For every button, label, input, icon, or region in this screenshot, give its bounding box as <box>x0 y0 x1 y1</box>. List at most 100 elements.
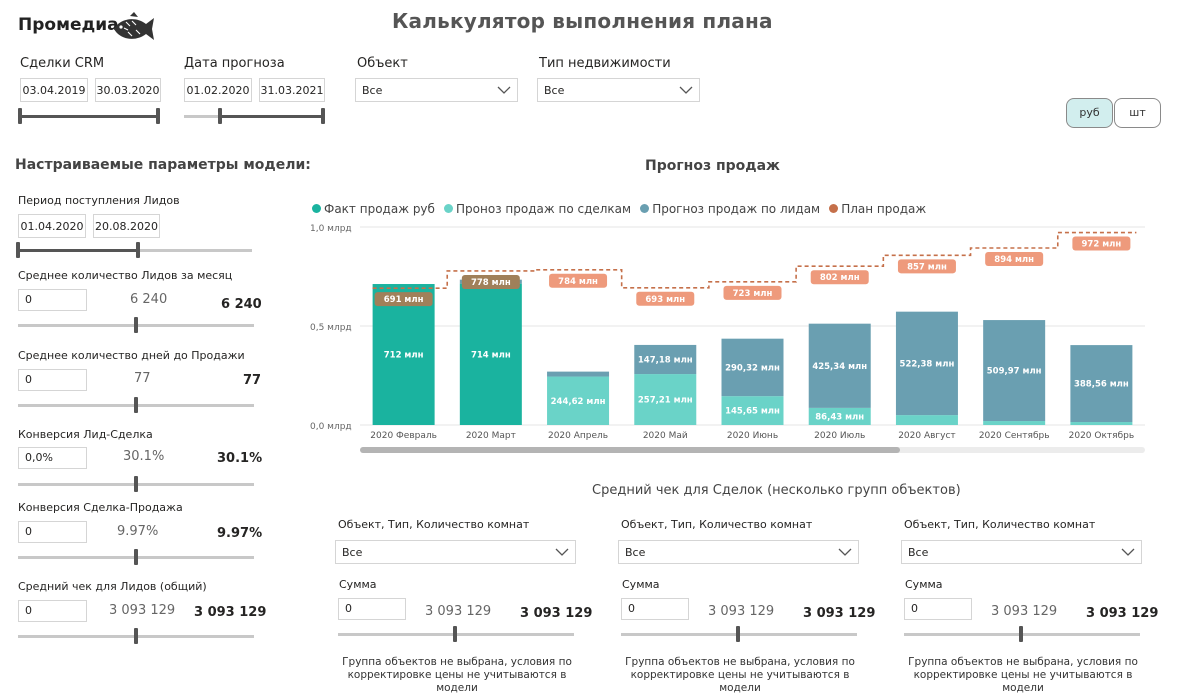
bar-data-label: 388,56 млн <box>1074 380 1129 390</box>
property-type-dropdown-value: Все <box>544 84 565 97</box>
y-tick-label: 0,5 млрд <box>310 323 352 333</box>
x-tick-label: 2020 Март <box>466 431 516 441</box>
group-sum-input[interactable]: 0 <box>338 598 406 620</box>
param-label-avg-check-leads: Средний чек для Лидов (общий) <box>18 580 207 593</box>
group-filter-label: Объект, Тип, Количество комнат <box>621 518 813 531</box>
bar-data-label: 145,65 млн <box>725 407 780 417</box>
group-sum-input[interactable]: 0 <box>621 598 689 620</box>
group-filter-label: Объект, Тип, Количество комнат <box>904 518 1096 531</box>
avg-check-title: Средний чек для Сделок (несколько групп … <box>592 483 961 498</box>
param-slider-handle-days-to-sale[interactable] <box>134 397 138 413</box>
group-filter-dropdown[interactable]: Все <box>618 540 859 564</box>
plan-data-label: 802 млн <box>820 273 860 283</box>
deals-crm-label: Сделки CRM <box>20 56 105 71</box>
forecast-date-slider-end-handle[interactable] <box>321 108 325 124</box>
chevron-down-icon <box>1121 548 1135 556</box>
lead-period-to-input[interactable]: 20.08.2020 <box>93 214 160 238</box>
chart-scrollbar-thumb[interactable] <box>360 447 900 453</box>
pcs-toggle-button[interactable]: шт <box>1114 98 1161 128</box>
param-slider-handle-leads-per-month[interactable] <box>134 317 138 333</box>
x-tick-label: 2020 Июль <box>814 431 865 441</box>
object-filter-label: Объект <box>357 56 408 71</box>
deals-crm-to-input[interactable]: 30.03.2020 <box>95 78 161 102</box>
group-sum-slider-handle[interactable] <box>1019 626 1023 642</box>
group-sum-label: Сумма <box>905 578 943 591</box>
bar-segment <box>895 311 958 416</box>
bar-segment <box>547 371 610 377</box>
rub-toggle-button[interactable]: руб <box>1066 98 1113 128</box>
forecast-date-to-input[interactable]: 31.03.2021 <box>259 78 325 102</box>
plan-label-bg <box>549 273 608 288</box>
bar-segment <box>808 407 871 425</box>
deals-crm-from-input[interactable]: 03.04.2019 <box>20 78 88 102</box>
bar-data-label: 290,32 млн <box>725 363 780 373</box>
param-value-leads-per-month: 6 240 <box>221 297 262 312</box>
group-sum-mid: 3 093 129 <box>708 604 775 619</box>
lead-period-from-input[interactable]: 01.04.2020 <box>18 214 86 238</box>
param-label-leads-per-month: Среднее количество Лидов за месяц <box>18 269 233 282</box>
x-tick-label: 2020 Май <box>643 431 688 441</box>
group-filter-dropdown[interactable]: Все <box>901 540 1142 564</box>
lead-period-slider-end-handle[interactable] <box>136 242 140 258</box>
plan-step-line <box>372 231 1137 289</box>
plan-label-bg <box>374 292 433 307</box>
property-type-label: Тип недвижимости <box>539 56 671 71</box>
group-sum-slider-handle[interactable] <box>736 626 740 642</box>
plan-label-bg <box>1072 236 1131 251</box>
forecast-date-from-input[interactable]: 01.02.2020 <box>184 78 252 102</box>
bar-segment <box>547 376 610 425</box>
legend-dot-icon <box>444 204 454 213</box>
bar-data-label: 425,34 млн <box>812 362 867 372</box>
group-sum-value: 3 093 129 <box>520 606 593 621</box>
group-sum-input[interactable]: 0 <box>904 598 972 620</box>
chevron-down-icon <box>838 548 852 556</box>
bar-segment <box>634 374 697 425</box>
group-filter-label: Объект, Тип, Количество комнат <box>338 518 530 531</box>
deals-crm-slider-track <box>20 115 160 118</box>
param-slider-handle-conv-deal-sale[interactable] <box>134 549 138 565</box>
param-slider-handle-avg-check-leads[interactable] <box>134 628 138 644</box>
param-input-conv-lead-deal[interactable]: 0,0% <box>18 447 87 469</box>
bar-segment <box>634 344 697 375</box>
group-filter-dropdown[interactable]: Все <box>335 540 576 564</box>
param-input-leads-per-month[interactable]: 0 <box>18 289 87 311</box>
param-value-conv-lead-deal: 30.1% <box>217 451 263 466</box>
param-slider-handle-conv-lead-deal[interactable] <box>134 476 138 492</box>
bar-data-label: 147,18 млн <box>638 356 693 366</box>
deals-crm-slider-start-handle[interactable] <box>18 108 22 124</box>
group-note: Группа объектов не выбрана, условия по к… <box>625 656 855 694</box>
forecast-date-slider-range <box>220 115 324 118</box>
bar-data-label: 522,38 млн <box>900 359 955 369</box>
bar-segment <box>808 323 871 408</box>
lead-period-slider-start-handle[interactable] <box>16 242 20 258</box>
property-type-dropdown[interactable]: Все <box>537 78 700 102</box>
param-input-avg-check-leads[interactable]: 0 <box>18 600 87 622</box>
group-sum-slider-handle[interactable] <box>453 626 457 642</box>
bar-segment <box>721 396 784 425</box>
param-input-conv-deal-sale[interactable]: 0 <box>18 521 87 543</box>
param-value-avg-check-leads: 3 093 129 <box>194 605 267 620</box>
param-input-days-to-sale[interactable]: 0 <box>18 369 87 391</box>
forecast-date-slider-start-handle[interactable] <box>218 108 222 124</box>
bar-segment <box>895 415 958 425</box>
bar-segment <box>1070 345 1133 423</box>
group-sum-value: 3 093 129 <box>803 606 876 621</box>
chevron-down-icon <box>679 86 693 94</box>
group-sum-label: Сумма <box>622 578 660 591</box>
deals-crm-slider-end-handle[interactable] <box>156 108 160 124</box>
plan-label-bg <box>461 274 520 289</box>
plan-label-bg <box>985 251 1044 266</box>
plan-data-label: 778 млн <box>471 278 511 288</box>
bar-segment <box>983 421 1046 425</box>
legend-dot-icon <box>312 204 321 213</box>
group-sum-mid: 3 093 129 <box>425 604 492 619</box>
group-note: Группа объектов не выбрана, условия по к… <box>908 656 1138 694</box>
y-tick-label: 1,0 млрд <box>310 224 352 234</box>
bar-segment <box>721 338 784 397</box>
param-value-conv-deal-sale: 9.97% <box>217 526 263 541</box>
group-filter-dropdown-value: Все <box>908 546 929 559</box>
plan-data-label: 857 млн <box>907 262 947 272</box>
plan-data-label: 972 млн <box>1082 240 1122 250</box>
model-params-heading: Настраиваемые параметры модели: <box>15 157 311 173</box>
object-dropdown[interactable]: Все <box>355 78 518 102</box>
